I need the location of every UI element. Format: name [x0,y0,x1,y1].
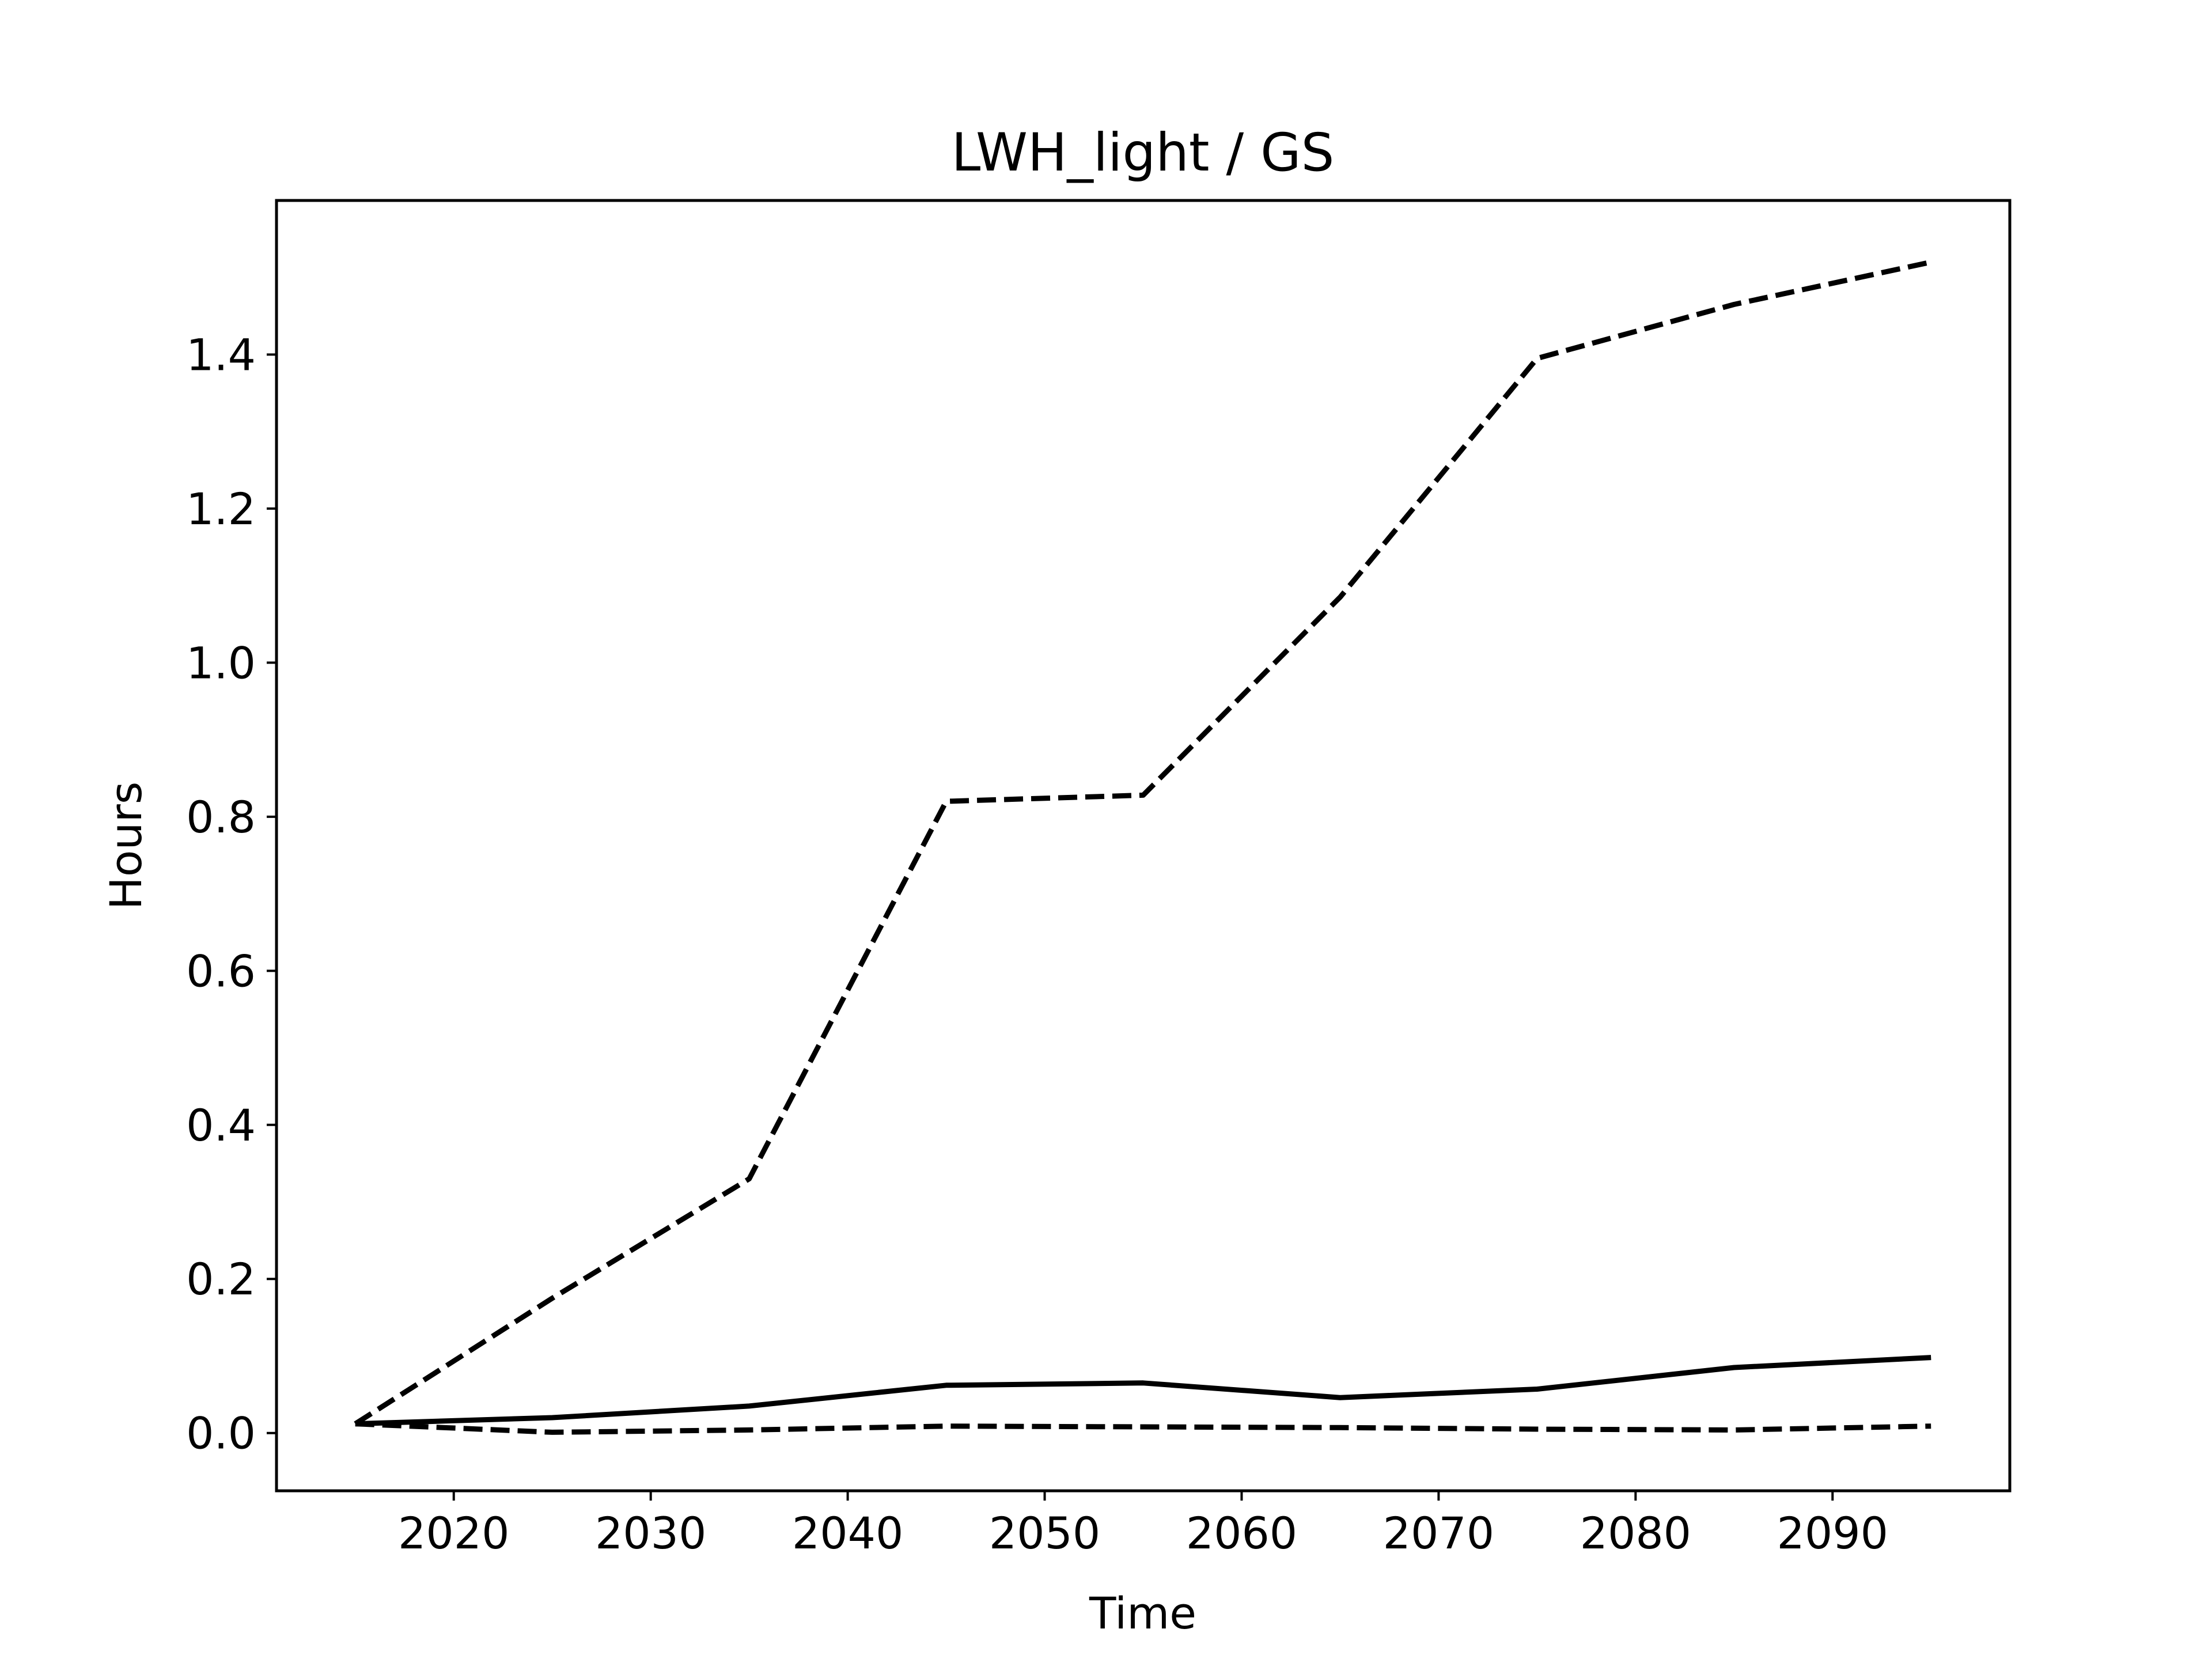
x-axis: 2020 2030 2040 2050 2060 2070 2080 2090 [398,1491,1888,1559]
y-tick-label: 0.2 [186,1253,256,1305]
y-axis: 0.0 0.2 0.4 0.6 0.8 1.0 1.2 1.4 [186,329,276,1459]
x-tick-label: 2070 [1383,1508,1494,1559]
y-tick-label: 0.6 [186,945,256,997]
axes-frame [275,199,2012,1493]
y-tick-label: 0.8 [186,791,256,843]
series-line-2 [355,1355,1931,1427]
x-tick-label: 2060 [1186,1508,1297,1559]
plot-area [354,259,1932,1435]
series-line-3 [355,1421,1931,1435]
y-tick-label: 1.0 [186,637,256,688]
x-tick-label: 2020 [398,1508,509,1559]
x-tick-label: 2050 [989,1508,1100,1559]
y-tick-label: 0.4 [186,1100,256,1151]
x-tick-label: 2030 [595,1508,706,1559]
y-tick-label: 1.2 [186,483,256,535]
y-tick-label: 1.4 [186,329,256,380]
y-tick-label: 0.0 [186,1408,256,1459]
x-tick-label: 2090 [1777,1508,1888,1559]
chart-title: LWH_light / GS [952,123,1335,183]
x-tick-label: 2040 [792,1508,903,1559]
y-axis-label: Hours [100,782,151,910]
x-tick-label: 2080 [1580,1508,1691,1559]
x-axis-label: Time [1089,1588,1196,1639]
series-line-1 [354,259,1932,1426]
